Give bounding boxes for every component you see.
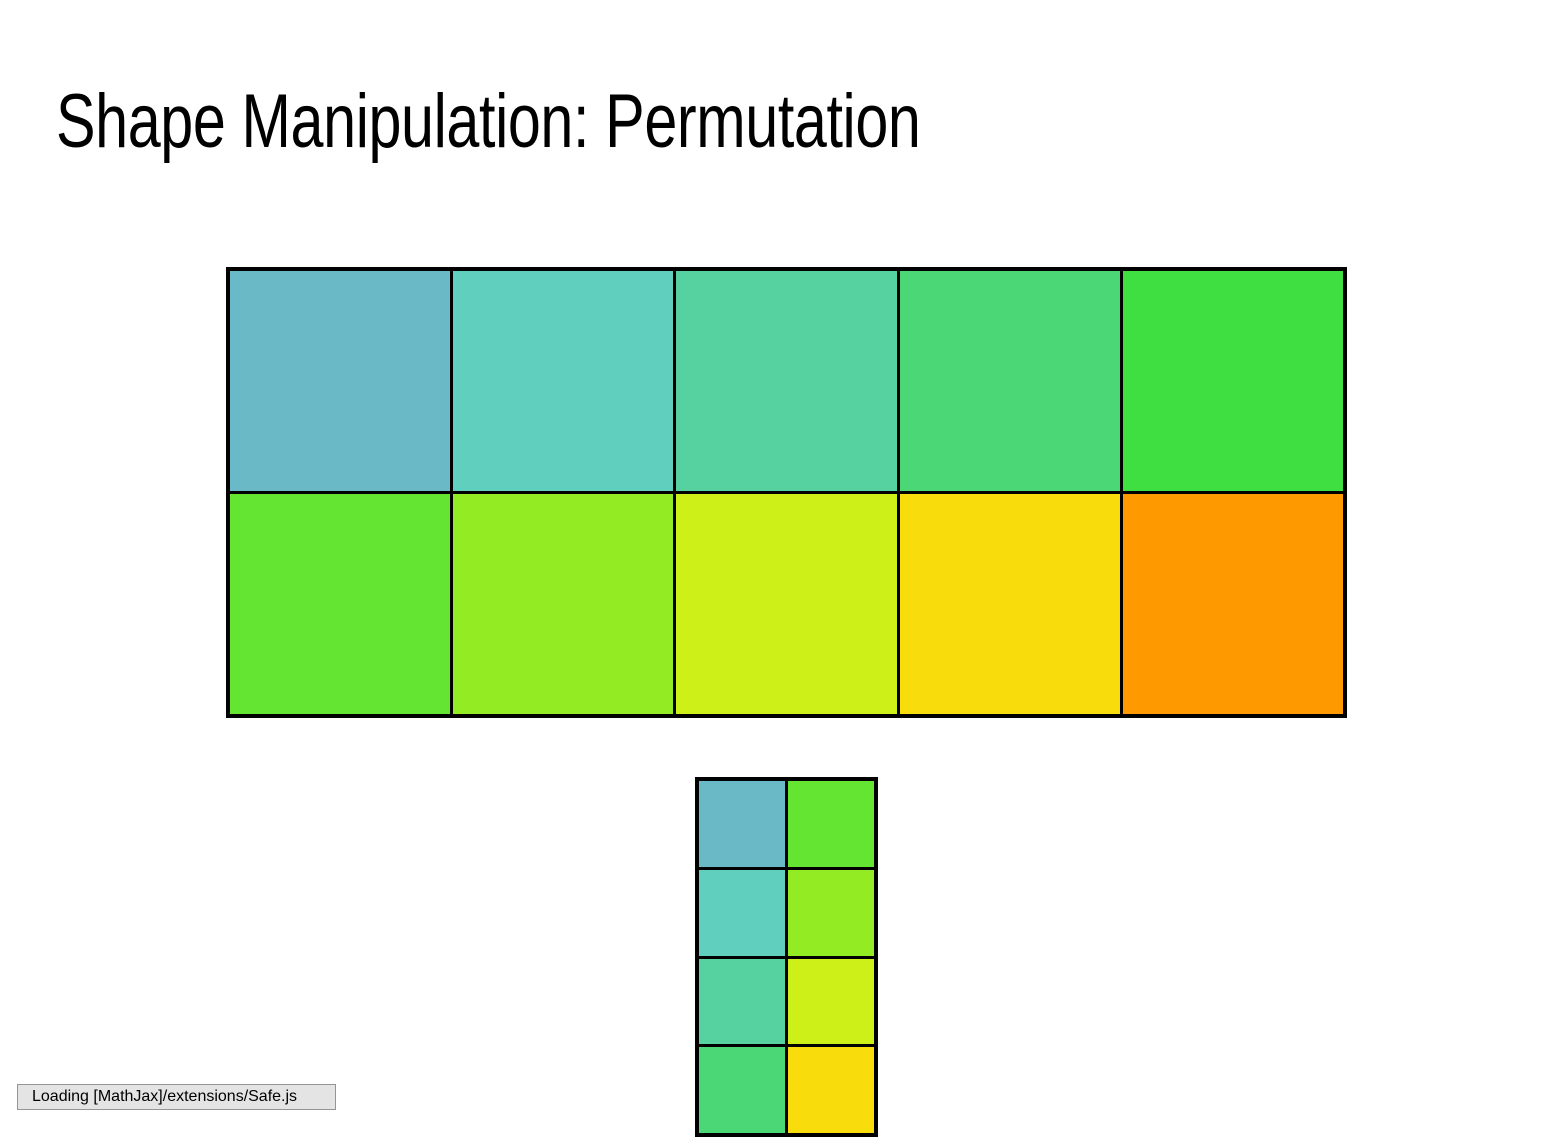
mathjax-status-message: Loading [MathJax]/extensions/Safe.js — [17, 1084, 336, 1110]
permuted-cell-r2-c1 — [788, 958, 874, 1045]
permuted-cell-r1-c0 — [699, 869, 785, 956]
original-cell-r1-c0 — [230, 494, 451, 714]
original-cell-r0-c2 — [676, 271, 897, 491]
page-title: Shape Manipulation: Permutation — [56, 79, 921, 164]
original-grid — [226, 267, 1347, 718]
original-cell-r0-c0 — [230, 271, 451, 491]
permuted-cell-r3-c1 — [788, 1047, 874, 1133]
original-cell-r1-c3 — [899, 494, 1120, 714]
permuted-cell-r2-c0 — [699, 958, 785, 1045]
permuted-cell-r1-c1 — [788, 869, 874, 956]
permuted-cell-r0-c1 — [788, 781, 874, 867]
original-cell-r1-c4 — [1122, 494, 1343, 714]
original-cell-r0-c1 — [453, 271, 674, 491]
permuted-grid — [695, 777, 878, 1137]
permuted-cell-r0-c0 — [699, 781, 785, 867]
original-cell-r1-c2 — [676, 494, 897, 714]
original-cell-r1-c1 — [453, 494, 674, 714]
original-cell-r0-c4 — [1122, 271, 1343, 491]
permuted-cell-r3-c0 — [699, 1047, 785, 1133]
original-cell-r0-c3 — [899, 271, 1120, 491]
